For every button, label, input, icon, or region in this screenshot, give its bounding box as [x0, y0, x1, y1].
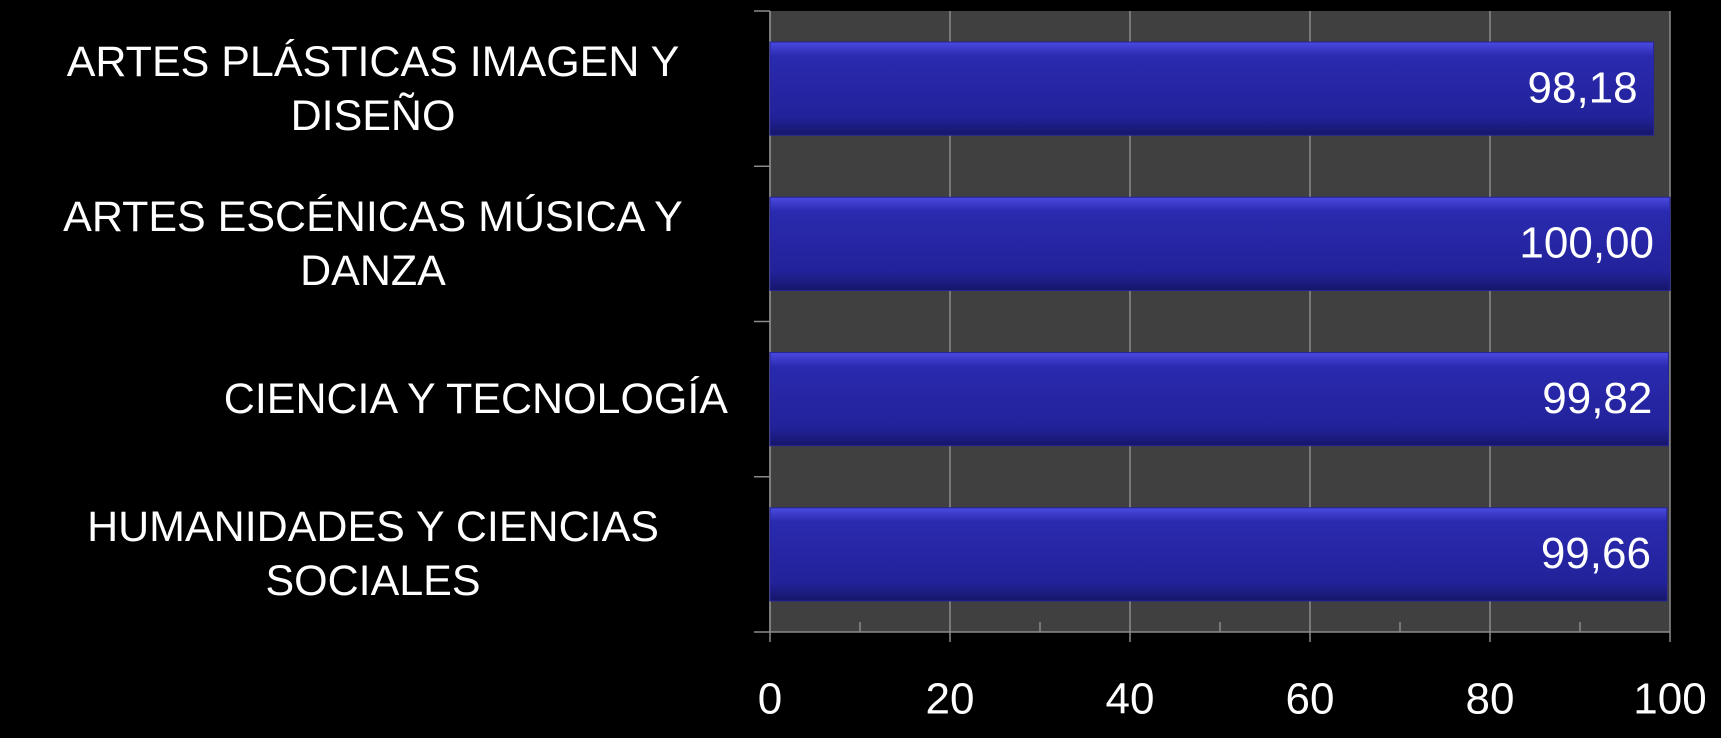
category-label-box: CIENCIA Y TECNOLOGÍA [0, 324, 728, 474]
category-label: HUMANIDADES Y CIENCIAS SOCIALES [87, 503, 659, 606]
category-label-box: ARTES ESCÉNICAS MÚSICA Y DANZA [0, 169, 728, 319]
data-label: 98,18 [1528, 63, 1638, 112]
category-label: CIENCIA Y TECNOLOGÍA [223, 375, 728, 424]
x-tick-label: 0 [758, 675, 782, 724]
x-tick-label: 40 [1106, 675, 1155, 724]
bar [769, 196, 1671, 291]
bar [769, 41, 1655, 136]
x-tick-label: 80 [1466, 675, 1515, 724]
x-tick-label: 100 [1633, 675, 1706, 724]
bar [769, 507, 1668, 602]
category-label: ARTES ESCÉNICAS MÚSICA Y DANZA [63, 192, 683, 295]
category-label-box: ARTES PLÁSTICAS IMAGEN Y DISEÑO [0, 14, 728, 164]
data-label: 100,00 [1519, 219, 1654, 268]
x-tick-label: 20 [926, 675, 975, 724]
bar [769, 352, 1669, 447]
data-label: 99,66 [1541, 529, 1651, 578]
x-tick-label: 60 [1286, 675, 1335, 724]
data-label: 99,82 [1542, 374, 1652, 423]
category-label-box: HUMANIDADES Y CIENCIAS SOCIALES [0, 479, 728, 629]
category-label: ARTES PLÁSTICAS IMAGEN Y DISEÑO [66, 37, 680, 140]
